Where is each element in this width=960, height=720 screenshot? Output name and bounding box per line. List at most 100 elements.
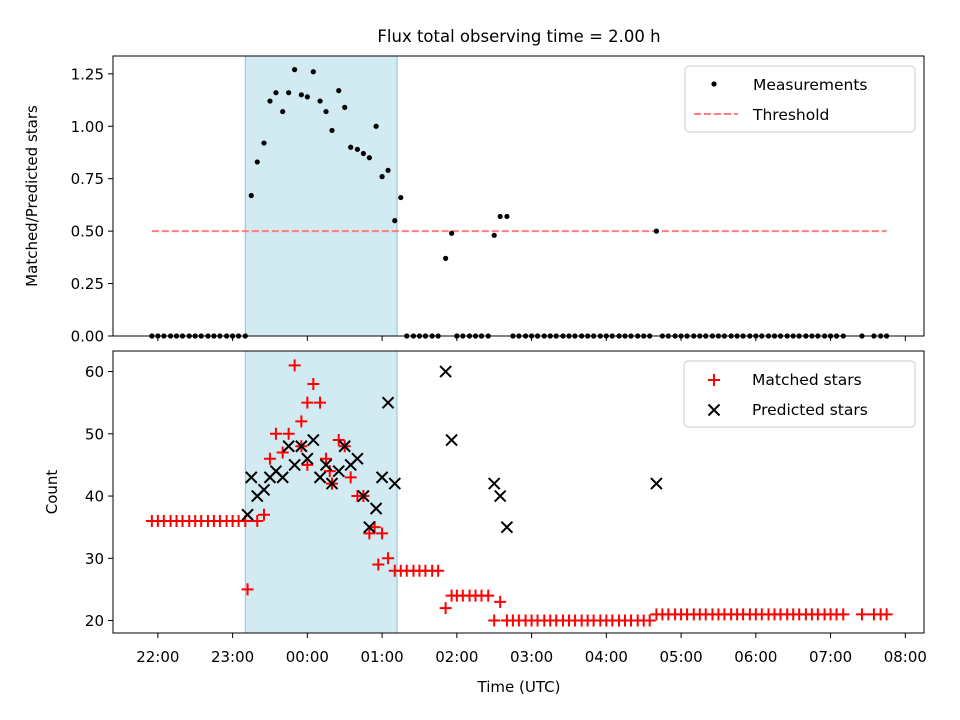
matched-star-point: [288, 359, 301, 372]
measurement-point: [323, 108, 329, 115]
bottom-panel: 22:00 23:00 00:00 01:00 02:00 03:00 04:00 05:00…: [43, 350, 927, 696]
legend-threshold-label: Threshold: [752, 106, 829, 124]
top-y-tick-label: 1.25: [71, 65, 104, 83]
bottom-legend-box: [683, 360, 916, 428]
matched-star-point: [323, 465, 336, 478]
predicted-star-point: [650, 477, 663, 490]
predicted-star-point: [257, 483, 271, 497]
predicted-star-point: [301, 452, 314, 465]
matched-star-point: [301, 396, 314, 409]
top-legend-box: [684, 65, 916, 133]
measurement-point: [373, 123, 379, 129]
x-tick-label: 05:00: [659, 648, 702, 666]
measurement-point: [317, 98, 323, 104]
top-shaded-region: [244, 55, 398, 337]
top-x-ticks: [157, 336, 906, 341]
measurement-point: [354, 146, 361, 152]
legend-predicted-label: Predicted stars: [752, 401, 868, 419]
matched-star-point: [295, 415, 308, 428]
measurement-point: [261, 140, 267, 146]
top-panel: 0.00 0.25 0.50 0.75 1.00 1.25 Matched/Predict…: [23, 55, 925, 346]
chart-title: Flux total observing time = 2.00 h: [377, 27, 660, 46]
measurement-point: [292, 67, 298, 73]
matched-star-point: [282, 427, 295, 440]
measurement-point: [398, 194, 404, 201]
legend-predicted-marker: [707, 403, 721, 417]
matched-star-point: [432, 564, 445, 577]
predicted-star-point: [375, 471, 389, 484]
predicted-star-point: [357, 489, 370, 503]
measurement-point: [248, 192, 254, 199]
predicted-star-point: [295, 440, 308, 453]
x-tick-label: 00:00: [286, 648, 329, 666]
top-y-tick-label: 0.00: [71, 328, 104, 346]
matched-star-point: [251, 514, 264, 527]
top-y-axis-label: Matched/Predicted stars: [23, 105, 41, 287]
matched-star-point: [494, 595, 507, 608]
top-y-tick-label: 0.75: [71, 170, 104, 188]
measurement-point: [653, 228, 660, 234]
matched-star-point: [837, 608, 850, 621]
predicted-star-point: [363, 520, 376, 534]
matched-star-point: [344, 471, 357, 484]
measurement-point: [360, 150, 367, 157]
x-tick-label: 04:00: [585, 648, 628, 666]
bottom-y-tick-label: 50: [85, 425, 104, 443]
matched-star-point: [382, 552, 395, 565]
matched-star-point: [372, 558, 385, 571]
matched-star-point: [276, 446, 289, 459]
legend-matched-label: Matched stars: [752, 371, 862, 389]
matched-star-point: [241, 583, 254, 596]
matched-star-point: [320, 452, 333, 465]
predicted-star-point: [325, 477, 339, 490]
predicted-star-point: [245, 471, 258, 484]
matched-star-point: [880, 608, 893, 621]
matched-star-point: [269, 427, 282, 440]
measurement-point: [280, 108, 286, 115]
measurement-point: [449, 230, 455, 236]
legend-measurements-marker: [711, 81, 717, 87]
matched-star-point: [263, 452, 276, 465]
bottom-shaded-region: [244, 350, 398, 634]
legend-measurements-label: Measurements: [753, 76, 868, 94]
predicted-star-point: [332, 464, 345, 478]
predicted-star-point: [388, 477, 402, 490]
measurement-point: [379, 173, 385, 180]
measurement-point: [267, 98, 273, 104]
predicted-star-point: [439, 365, 452, 378]
top-axes-frame: [112, 55, 925, 337]
predicted-star-point: [282, 440, 295, 453]
measurement-point: [310, 69, 316, 75]
matched-star-point: [439, 602, 452, 615]
bottom-x-ticks: 22:00 23:00 00:00 01:00 02:00 03:00 04:00 05:00…: [136, 633, 927, 666]
matched-star-point: [643, 614, 656, 627]
predicted-star-point: [288, 458, 301, 472]
predicted-star-point: [487, 477, 501, 490]
measurement-point: [443, 255, 449, 261]
predicted-star-point: [319, 458, 333, 472]
measurement-point: [366, 155, 372, 161]
predicted-star-point: [276, 471, 289, 484]
x-tick-label: 23:00: [211, 648, 254, 666]
measurement-point: [286, 90, 292, 96]
measurement-point: [491, 232, 497, 238]
measurement-point: [392, 218, 398, 224]
legend-matched-marker: [708, 374, 720, 386]
matched-star-point: [482, 589, 495, 602]
x-tick-label: 08:00: [884, 648, 927, 666]
bottom-legend: Matched stars Predicted stars: [683, 360, 916, 428]
predicted-star-point: [369, 502, 383, 515]
bottom-y-axis-label: Count: [43, 470, 61, 515]
x-tick-label: 22:00: [136, 648, 179, 666]
x-tick-label: 02:00: [435, 648, 478, 666]
measurement-point: [497, 213, 503, 220]
predicted-star-point: [500, 520, 514, 534]
bottom-y-tick-label: 30: [85, 550, 104, 568]
measurements-series: [149, 67, 890, 339]
predicted-star-point: [241, 508, 254, 521]
top-y-tick-label: 1.00: [71, 118, 104, 136]
matched-star-point: [301, 458, 314, 471]
predicted-star-point: [351, 452, 364, 465]
matched-star-point: [257, 508, 270, 521]
